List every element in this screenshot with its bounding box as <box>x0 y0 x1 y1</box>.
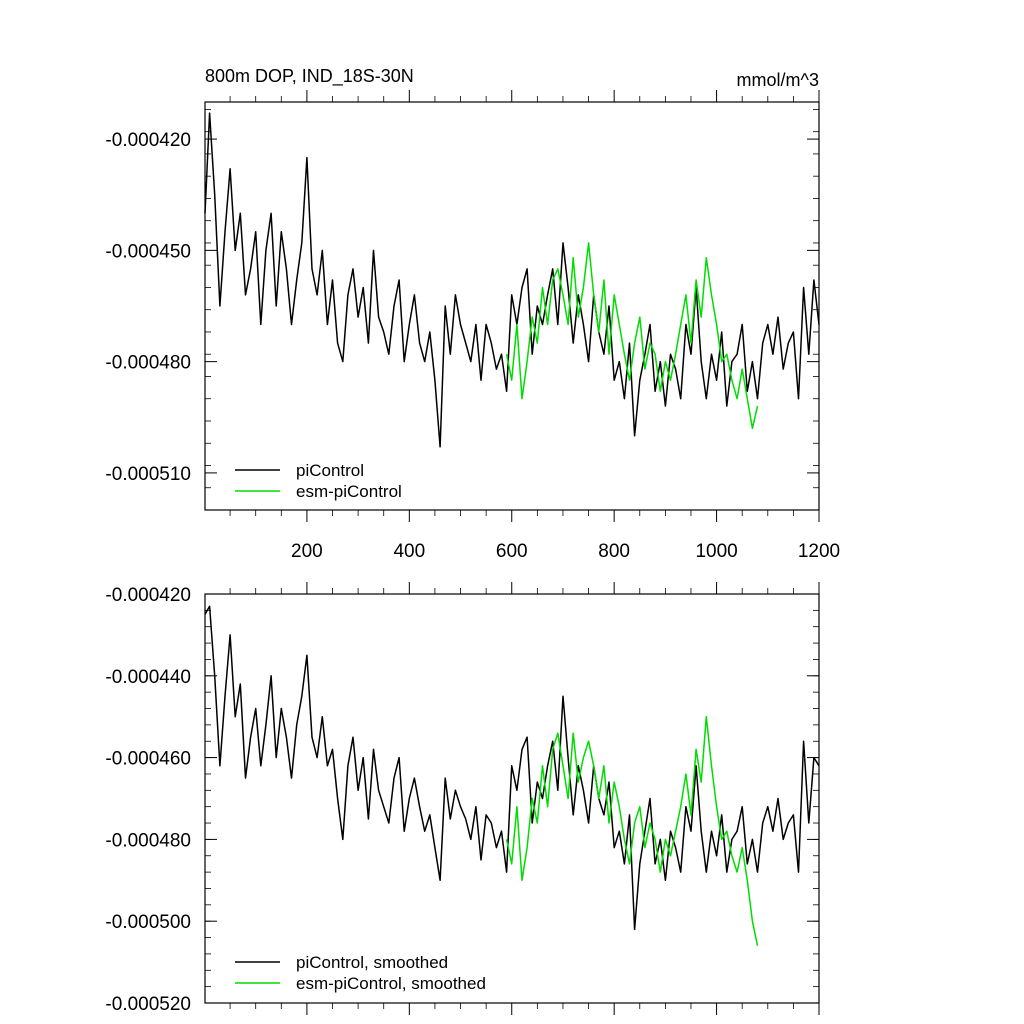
legend-label-picontrol: piControl <box>296 461 364 480</box>
x-tick-label: 1200 <box>798 541 840 562</box>
x-tick-label: 1000 <box>695 541 737 562</box>
x-tick-label: 200 <box>291 541 323 562</box>
bottom-plot-frame <box>204 593 820 1004</box>
y-tick-label: -0.000480 <box>105 830 191 851</box>
y-tick-label: -0.000420 <box>105 130 191 151</box>
bottom-series-lines <box>204 605 820 946</box>
bottom-legend: piControl, smoothed esm-piControl, smoot… <box>235 953 486 993</box>
top-axis-ticks: -0.000420 -0.000450 -0.000480 -0.000510 200 4… <box>105 90 840 562</box>
legend-label-esm-picontrol: esm-piControl <box>296 482 402 501</box>
top-series-lines <box>204 112 820 448</box>
chart-title: 800m DOP, IND_18S-30N <box>205 66 414 87</box>
bottom-axis-ticks: -0.000420 -0.000440 -0.000460 -0.000480 -0.0… <box>105 582 820 1015</box>
y-tick-label: -0.000420 <box>105 585 191 606</box>
y-tick-label: -0.000500 <box>105 912 191 933</box>
top-panel: 800m DOP, IND_18S-30N mmol/m^3 -0.000420… <box>105 66 840 562</box>
series-line-esm-picontrol <box>505 242 759 430</box>
y-tick-label: -0.000510 <box>105 464 191 485</box>
series-line-esm-picontrol-smoothed <box>505 715 759 946</box>
y-tick-label: -0.000480 <box>105 353 191 374</box>
y-tick-label: -0.000440 <box>105 667 191 688</box>
series-line-picontrol-smoothed <box>204 605 820 931</box>
y-tick-label: -0.000520 <box>105 994 191 1015</box>
x-tick-label: 600 <box>496 541 528 562</box>
legend-label-esm-picontrol-smoothed: esm-piControl, smoothed <box>296 974 486 993</box>
bottom-panel: -0.000420 -0.000440 -0.000460 -0.000480 -0.0… <box>105 582 820 1015</box>
top-legend: piControl esm-piControl <box>235 461 402 501</box>
x-tick-label: 400 <box>393 541 425 562</box>
units-label: mmol/m^3 <box>737 70 819 90</box>
legend-label-picontrol-smoothed: piControl, smoothed <box>296 953 448 972</box>
y-tick-label: -0.000460 <box>105 749 191 770</box>
top-plot-frame <box>204 101 820 511</box>
x-tick-label: 800 <box>598 541 630 562</box>
series-line-picontrol <box>204 112 820 448</box>
y-tick-label: -0.000450 <box>105 241 191 262</box>
